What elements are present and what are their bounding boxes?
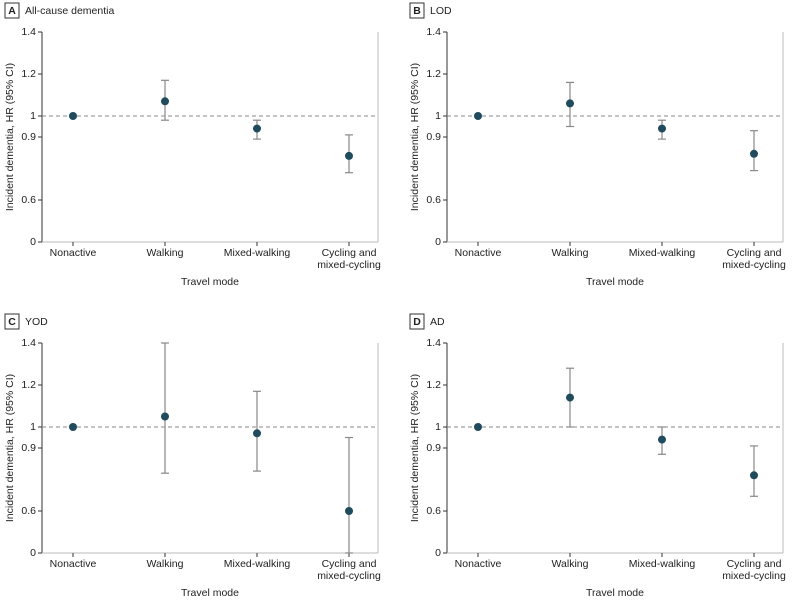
point	[750, 149, 758, 158]
y-tick-label: 1.2	[21, 379, 36, 391]
x-tick-label-box: Mixed-walking	[628, 247, 696, 259]
panel-label: B	[413, 5, 421, 17]
x-tick-label-box: Walking	[551, 247, 589, 259]
x-tick-label: Cycling and mixed-cycling	[317, 558, 381, 582]
x-tick-label: Mixed-walking	[223, 247, 291, 259]
x-tick-label-box: Walking	[146, 247, 184, 259]
panel-label: A	[8, 5, 16, 17]
point	[253, 124, 261, 133]
y-tick-label: 0.9	[21, 131, 36, 143]
y-tick-label: 1.2	[426, 68, 441, 80]
x-tick-label: Mixed-walking	[628, 558, 696, 570]
point	[750, 471, 758, 480]
y-tick-label: 0.6	[21, 194, 36, 206]
y-tick-label: 1.4	[21, 337, 36, 349]
panel-title: LOD	[430, 5, 452, 17]
y-tick-label: 0.9	[21, 442, 36, 454]
x-tick-label: Walking	[146, 558, 184, 570]
y-tick-label: 0.6	[426, 505, 441, 517]
point	[69, 112, 77, 120]
panel: A All-cause dementia 0 0.6 0.9 1 1.2 1.4 Nonacti…	[4, 2, 381, 288]
y-axis-label: Incident dementia, HR (95% CI)	[409, 63, 421, 211]
panel-label-box	[4, 2, 20, 19]
x-tick-label: Cycling and mixed-cycling	[722, 558, 786, 582]
y-tick-label: 1.4	[426, 26, 441, 38]
x-tick-label-box: Cycling and mixed-cycling	[317, 247, 381, 271]
panel: B LOD 0 0.6 0.9 1 1.2 1.4 Nonactive Walking Mixed-…	[409, 2, 786, 288]
y-axis-label: Incident dementia, HR (95% CI)	[409, 374, 421, 522]
x-tick-label-box: Walking	[551, 558, 589, 570]
y-tick-label: 0	[30, 236, 36, 248]
panel-title: AD	[430, 316, 445, 328]
y-tick-label: 0.9	[426, 131, 441, 143]
y-tick-label: 0	[30, 547, 36, 559]
x-tick-label-box: Cycling and mixed-cycling	[317, 558, 381, 582]
point	[345, 507, 353, 515]
y-tick-label: 0	[435, 547, 441, 559]
x-tick-label: Nonactive	[454, 558, 502, 570]
panel-label: C	[8, 316, 16, 328]
panel-label-box	[4, 313, 20, 330]
y-tick-label: 1.2	[21, 68, 36, 80]
point	[658, 124, 666, 133]
x-tick-label-box: Walking	[146, 558, 184, 570]
panel: C YOD 0 0.6 0.9 1 1.2 1.4 Nonactive Walking Mixed-…	[4, 313, 381, 599]
x-tick-label-box: Mixed-walking	[223, 558, 291, 570]
point	[161, 97, 169, 106]
point	[566, 99, 574, 108]
panel: D AD 0 0.6 0.9 1 1.2 1.4 Nonactive Walking Mixed-w…	[409, 313, 786, 599]
y-tick-label: 1.4	[426, 337, 441, 349]
point	[253, 429, 261, 438]
panel-label: D	[413, 316, 421, 328]
point	[474, 112, 482, 120]
y-tick-label: 1	[30, 110, 36, 122]
y-tick-label: 1	[30, 421, 36, 433]
x-tick-label-box: Cycling and mixed-cycling	[722, 247, 786, 271]
x-axis-label: Travel mode	[586, 276, 644, 288]
x-tick-label: Cycling and mixed-cycling	[722, 247, 786, 271]
x-tick-label-box: Mixed-walking	[628, 558, 696, 570]
panel-label-box	[409, 2, 425, 19]
point	[658, 435, 666, 444]
x-tick-label-box: Nonactive	[454, 558, 502, 570]
x-tick-label-box: Cycling and mixed-cycling	[722, 558, 786, 582]
y-tick-label: 0	[435, 236, 441, 248]
x-axis-label: Travel mode	[181, 276, 239, 288]
x-tick-label: Nonactive	[49, 247, 97, 259]
y-tick-label: 0.6	[426, 194, 441, 206]
panel-title: All-cause dementia	[25, 5, 114, 17]
x-axis-label: Travel mode	[586, 587, 644, 599]
x-tick-label-box: Nonactive	[49, 247, 97, 259]
x-axis-label: Travel mode	[181, 587, 239, 599]
y-tick-label: 1	[435, 110, 441, 122]
point	[161, 412, 169, 421]
x-tick-label: Walking	[551, 558, 589, 570]
y-tick-label: 1.4	[21, 26, 36, 38]
y-tick-label: 1.2	[426, 379, 441, 391]
x-tick-label: Cycling and mixed-cycling	[317, 247, 381, 271]
x-tick-label: Nonactive	[454, 247, 502, 259]
x-tick-label: Mixed-walking	[628, 247, 696, 259]
x-tick-label: Nonactive	[49, 558, 97, 570]
point	[69, 423, 77, 431]
y-axis-label: Incident dementia, HR (95% CI)	[4, 374, 16, 522]
x-tick-label: Walking	[551, 247, 589, 259]
x-tick-label: Walking	[146, 247, 184, 259]
panel-label-box	[409, 313, 425, 330]
y-tick-label: 1	[435, 421, 441, 433]
point	[566, 393, 574, 402]
y-axis-label: Incident dementia, HR (95% CI)	[4, 63, 16, 211]
point	[345, 151, 353, 160]
point	[474, 423, 482, 431]
x-tick-label-box: Nonactive	[49, 558, 97, 570]
x-tick-label-box: Nonactive	[454, 247, 502, 259]
y-tick-label: 0.6	[21, 505, 36, 517]
panel-title: YOD	[25, 316, 48, 328]
y-tick-label: 0.9	[426, 442, 441, 454]
x-tick-label: Mixed-walking	[223, 558, 291, 570]
x-tick-label-box: Mixed-walking	[223, 247, 291, 259]
